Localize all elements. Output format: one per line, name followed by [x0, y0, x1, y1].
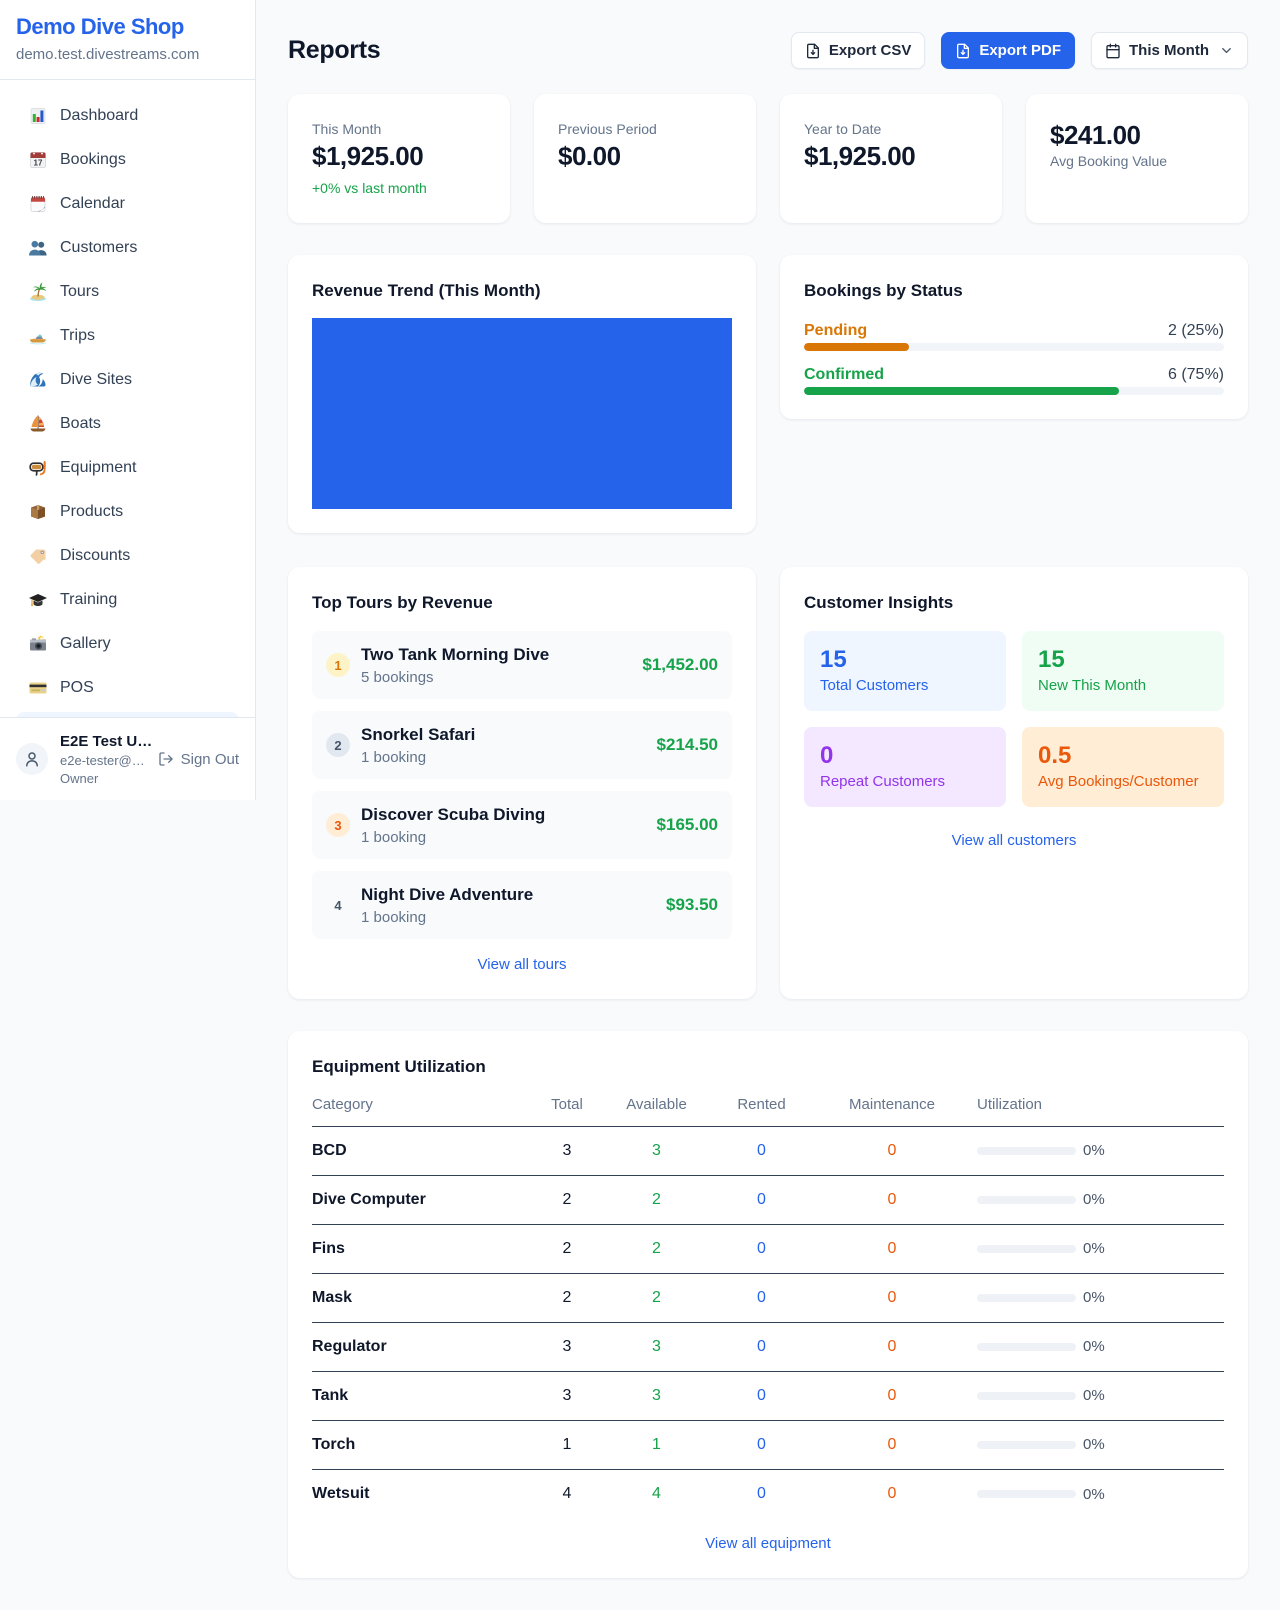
svg-text:17: 17	[34, 159, 43, 168]
